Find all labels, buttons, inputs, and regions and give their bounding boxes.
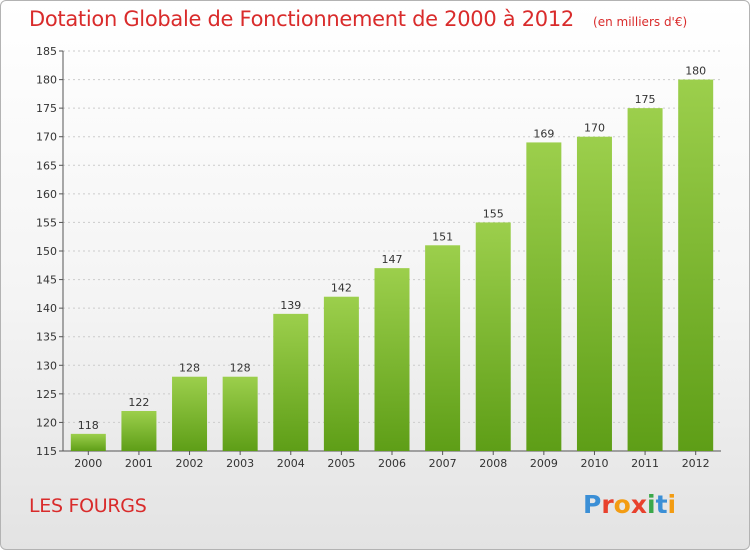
y-tick-label: 120 <box>36 416 57 429</box>
value-label: 142 <box>331 282 352 295</box>
x-tick-label: 2005 <box>327 457 355 470</box>
value-label: 169 <box>533 127 554 140</box>
bar <box>273 313 309 451</box>
y-tick-label: 165 <box>36 159 57 172</box>
value-label: 128 <box>179 362 200 375</box>
x-tick-label: 2009 <box>530 457 558 470</box>
value-label: 139 <box>280 299 301 312</box>
y-tick-label: 175 <box>36 102 57 115</box>
x-tick-label: 2011 <box>631 457 659 470</box>
logo-letter: o <box>613 490 631 519</box>
value-label: 175 <box>635 93 656 106</box>
chart-title: Dotation Globale de Fonctionnement de 20… <box>29 7 687 31</box>
logo-letter: P <box>583 490 602 519</box>
bar <box>526 142 562 451</box>
value-label: 128 <box>230 362 251 375</box>
y-tick-label: 140 <box>36 302 57 315</box>
proxiti-logo: Proxiti <box>583 490 676 519</box>
bar <box>222 376 258 451</box>
y-tick-label: 125 <box>36 388 57 401</box>
value-label: 122 <box>128 396 149 409</box>
x-tick-label: 2012 <box>682 457 710 470</box>
value-label: 180 <box>685 65 706 78</box>
x-tick-label: 2008 <box>479 457 507 470</box>
bar <box>172 376 208 451</box>
y-tick-label: 130 <box>36 359 57 372</box>
bar <box>576 136 612 451</box>
y-tick-label: 160 <box>36 188 57 201</box>
y-tick-label: 145 <box>36 274 57 287</box>
logo-letter: i <box>667 490 677 519</box>
bar <box>70 433 106 451</box>
x-tick-label: 2001 <box>125 457 153 470</box>
place-name: LES FOURGS <box>29 495 147 517</box>
title-text: Dotation Globale de Fonctionnement de 20… <box>29 7 574 31</box>
value-label: 155 <box>483 207 504 220</box>
bar <box>374 268 410 451</box>
y-tick-label: 180 <box>36 74 57 87</box>
x-tick-label: 2006 <box>378 457 406 470</box>
y-tick-label: 155 <box>36 216 57 229</box>
x-tick-label: 2010 <box>580 457 608 470</box>
bar <box>121 411 157 451</box>
value-label: 151 <box>432 230 453 243</box>
bar <box>425 245 461 451</box>
logo-letter: t <box>655 490 668 519</box>
x-tick-label: 2000 <box>74 457 102 470</box>
value-label: 170 <box>584 122 605 135</box>
logo-letter: r <box>601 490 614 519</box>
bar <box>627 108 663 452</box>
unit-label: (en milliers d'€) <box>593 15 688 29</box>
y-tick-label: 185 <box>36 45 57 58</box>
bar <box>323 296 359 451</box>
y-tick-label: 170 <box>36 131 57 144</box>
x-tick-label: 2002 <box>176 457 204 470</box>
bar <box>678 79 714 452</box>
y-tick-label: 115 <box>36 445 57 458</box>
value-label: 118 <box>78 419 99 432</box>
y-tick-label: 150 <box>36 245 57 258</box>
x-tick-label: 2007 <box>429 457 457 470</box>
x-tick-label: 2004 <box>277 457 305 470</box>
bar <box>475 222 511 451</box>
value-label: 147 <box>382 253 403 266</box>
x-tick-label: 2003 <box>226 457 254 470</box>
logo-letter: x <box>630 490 647 519</box>
y-tick-label: 135 <box>36 331 57 344</box>
logo-letter: i <box>647 490 656 519</box>
